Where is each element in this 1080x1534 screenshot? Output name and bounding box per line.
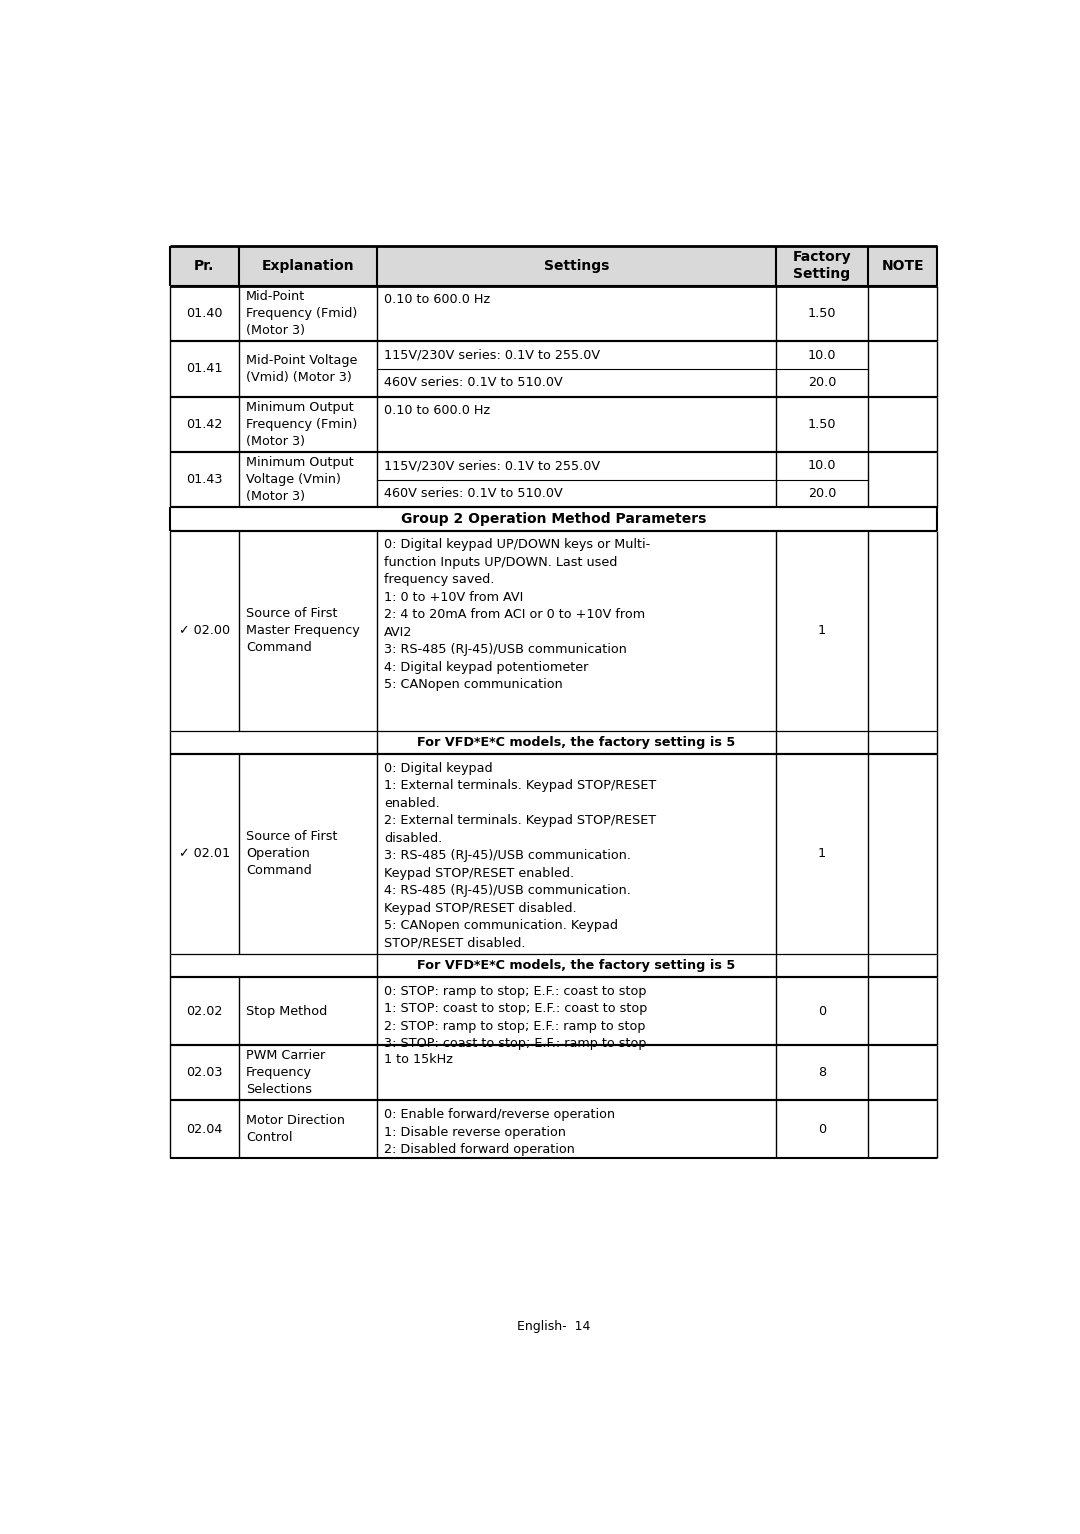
Text: NOTE: NOTE: [881, 259, 923, 273]
Text: 10.0: 10.0: [808, 348, 836, 362]
Text: 1: 1: [818, 847, 826, 861]
Text: 01.41: 01.41: [186, 362, 222, 376]
Text: Motor Direction
Control: Motor Direction Control: [246, 1114, 345, 1144]
Text: 20.0: 20.0: [808, 488, 836, 500]
Text: 1.50: 1.50: [808, 307, 836, 321]
Text: Factory
Setting: Factory Setting: [793, 250, 851, 281]
Text: 01.40: 01.40: [186, 307, 222, 321]
Text: ✓ 02.00: ✓ 02.00: [179, 624, 230, 637]
Text: Mid-Point
Frequency (Fmid)
(Motor 3): Mid-Point Frequency (Fmid) (Motor 3): [246, 290, 357, 337]
Text: Minimum Output
Frequency (Fmin)
(Motor 3): Minimum Output Frequency (Fmin) (Motor 3…: [246, 400, 357, 448]
Text: 0: 0: [818, 1005, 826, 1017]
Text: 10.0: 10.0: [808, 459, 836, 472]
Text: Source of First
Operation
Command: Source of First Operation Command: [246, 830, 337, 877]
Text: 0: Enable forward/reverse operation
1: Disable reverse operation
2: Disabled for: 0: Enable forward/reverse operation 1: D…: [384, 1108, 616, 1157]
Text: Stop Method: Stop Method: [246, 1005, 327, 1017]
Text: Source of First
Master Frequency
Command: Source of First Master Frequency Command: [246, 607, 360, 653]
Text: Explanation: Explanation: [261, 259, 354, 273]
Text: 02.04: 02.04: [186, 1123, 222, 1135]
Text: 0: STOP: ramp to stop; E.F.: coast to stop
1: STOP: coast to stop; E.F.: coast t: 0: STOP: ramp to stop; E.F.: coast to st…: [384, 985, 647, 1051]
Text: 01.43: 01.43: [186, 474, 222, 486]
Text: For VFD*E*C models, the factory setting is 5: For VFD*E*C models, the factory setting …: [417, 736, 735, 749]
Text: 0.10 to 600.0 Hz: 0.10 to 600.0 Hz: [384, 405, 490, 417]
Text: 8: 8: [818, 1066, 826, 1078]
Text: 460V series: 0.1V to 510.0V: 460V series: 0.1V to 510.0V: [384, 488, 563, 500]
Text: Settings: Settings: [544, 259, 609, 273]
Text: 0.10 to 600.0 Hz: 0.10 to 600.0 Hz: [384, 293, 490, 307]
Text: PWM Carrier
Frequency
Selections: PWM Carrier Frequency Selections: [246, 1049, 325, 1097]
Text: Minimum Output
Voltage (Vmin)
(Motor 3): Minimum Output Voltage (Vmin) (Motor 3): [246, 456, 353, 503]
Text: For VFD*E*C models, the factory setting is 5: For VFD*E*C models, the factory setting …: [417, 959, 735, 973]
Text: 1: 1: [818, 624, 826, 637]
Text: 02.03: 02.03: [186, 1066, 222, 1078]
Text: Pr.: Pr.: [194, 259, 215, 273]
Text: 20.0: 20.0: [808, 376, 836, 390]
Text: English-  14: English- 14: [517, 1321, 590, 1333]
Bar: [170, 245, 937, 285]
Text: 0: Digital keypad
1: External terminals. Keypad STOP/RESET
enabled.
2: External : 0: Digital keypad 1: External terminals.…: [384, 761, 657, 950]
Text: 115V/230V series: 0.1V to 255.0V: 115V/230V series: 0.1V to 255.0V: [384, 348, 600, 362]
Text: 1 to 15kHz: 1 to 15kHz: [384, 1052, 453, 1066]
Text: 115V/230V series: 0.1V to 255.0V: 115V/230V series: 0.1V to 255.0V: [384, 459, 600, 472]
Text: Group 2 Operation Method Parameters: Group 2 Operation Method Parameters: [401, 512, 706, 526]
Text: 0: 0: [818, 1123, 826, 1135]
Text: 01.42: 01.42: [186, 417, 222, 431]
Text: 1.50: 1.50: [808, 417, 836, 431]
Text: 0: Digital keypad UP/DOWN keys or Multi-
function Inputs UP/DOWN. Last used
freq: 0: Digital keypad UP/DOWN keys or Multi-…: [384, 538, 650, 692]
Text: Mid-Point Voltage
(Vmid) (Motor 3): Mid-Point Voltage (Vmid) (Motor 3): [246, 354, 357, 384]
Text: 460V series: 0.1V to 510.0V: 460V series: 0.1V to 510.0V: [384, 376, 563, 390]
Text: ✓ 02.01: ✓ 02.01: [179, 847, 230, 861]
Text: 02.02: 02.02: [186, 1005, 222, 1017]
